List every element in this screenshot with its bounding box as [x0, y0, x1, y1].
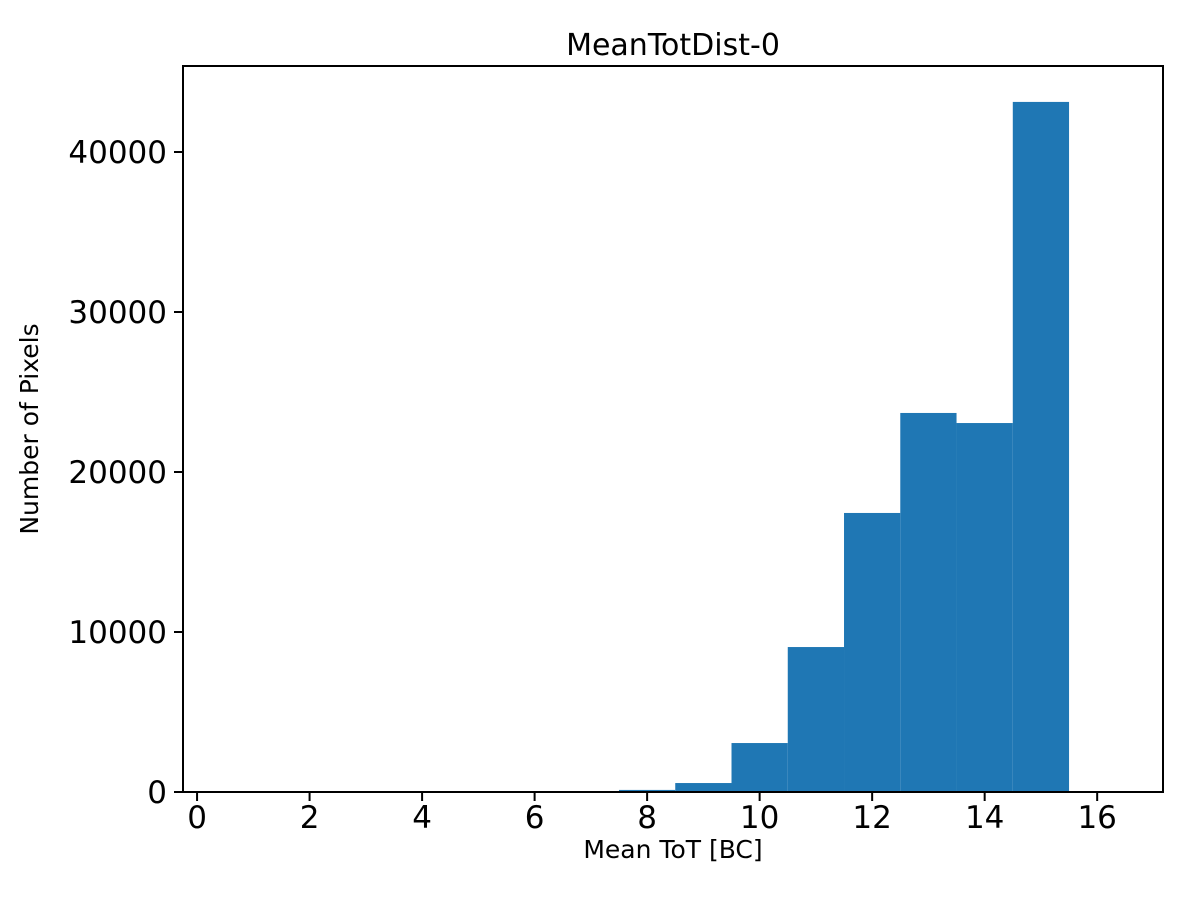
histogram-bar [787, 647, 845, 792]
x-tick-label: 6 [525, 800, 545, 836]
y-axis-label: Number of Pixels [15, 323, 44, 534]
x-tick-label: 12 [852, 800, 891, 836]
histogram-bar [844, 512, 901, 792]
y-tick-label: 0 [147, 775, 167, 811]
y-tick-label: 20000 [68, 455, 167, 491]
histogram-bar [731, 743, 788, 792]
x-tick-label: 10 [740, 800, 779, 836]
ticks-layer: 0 2 4 6 8 10 12 14 16 0 10000 20000 30000 40000 [68, 135, 1117, 836]
bars-layer [618, 101, 1070, 793]
histogram-bar [675, 783, 732, 792]
x-tick-label: 2 [300, 800, 320, 836]
x-tick-label: 4 [412, 800, 432, 836]
histogram-bar [618, 789, 676, 792]
histogram-bar [956, 423, 1013, 792]
y-tick-label: 10000 [68, 615, 167, 651]
histogram-bar [900, 412, 957, 792]
x-tick-label: 0 [187, 800, 207, 836]
histogram-bar [1012, 101, 1070, 793]
y-tick-label: 30000 [68, 295, 167, 331]
x-tick-label: 16 [1077, 800, 1116, 836]
axes-frame [182, 65, 1164, 793]
x-tick-label: 14 [965, 800, 1004, 836]
x-axis-label: Mean ToT [BC] [583, 835, 762, 864]
chart-title: MeanTotDist-0 [566, 28, 780, 63]
x-tick-label: 8 [637, 800, 657, 836]
y-tick-label: 40000 [68, 135, 167, 171]
